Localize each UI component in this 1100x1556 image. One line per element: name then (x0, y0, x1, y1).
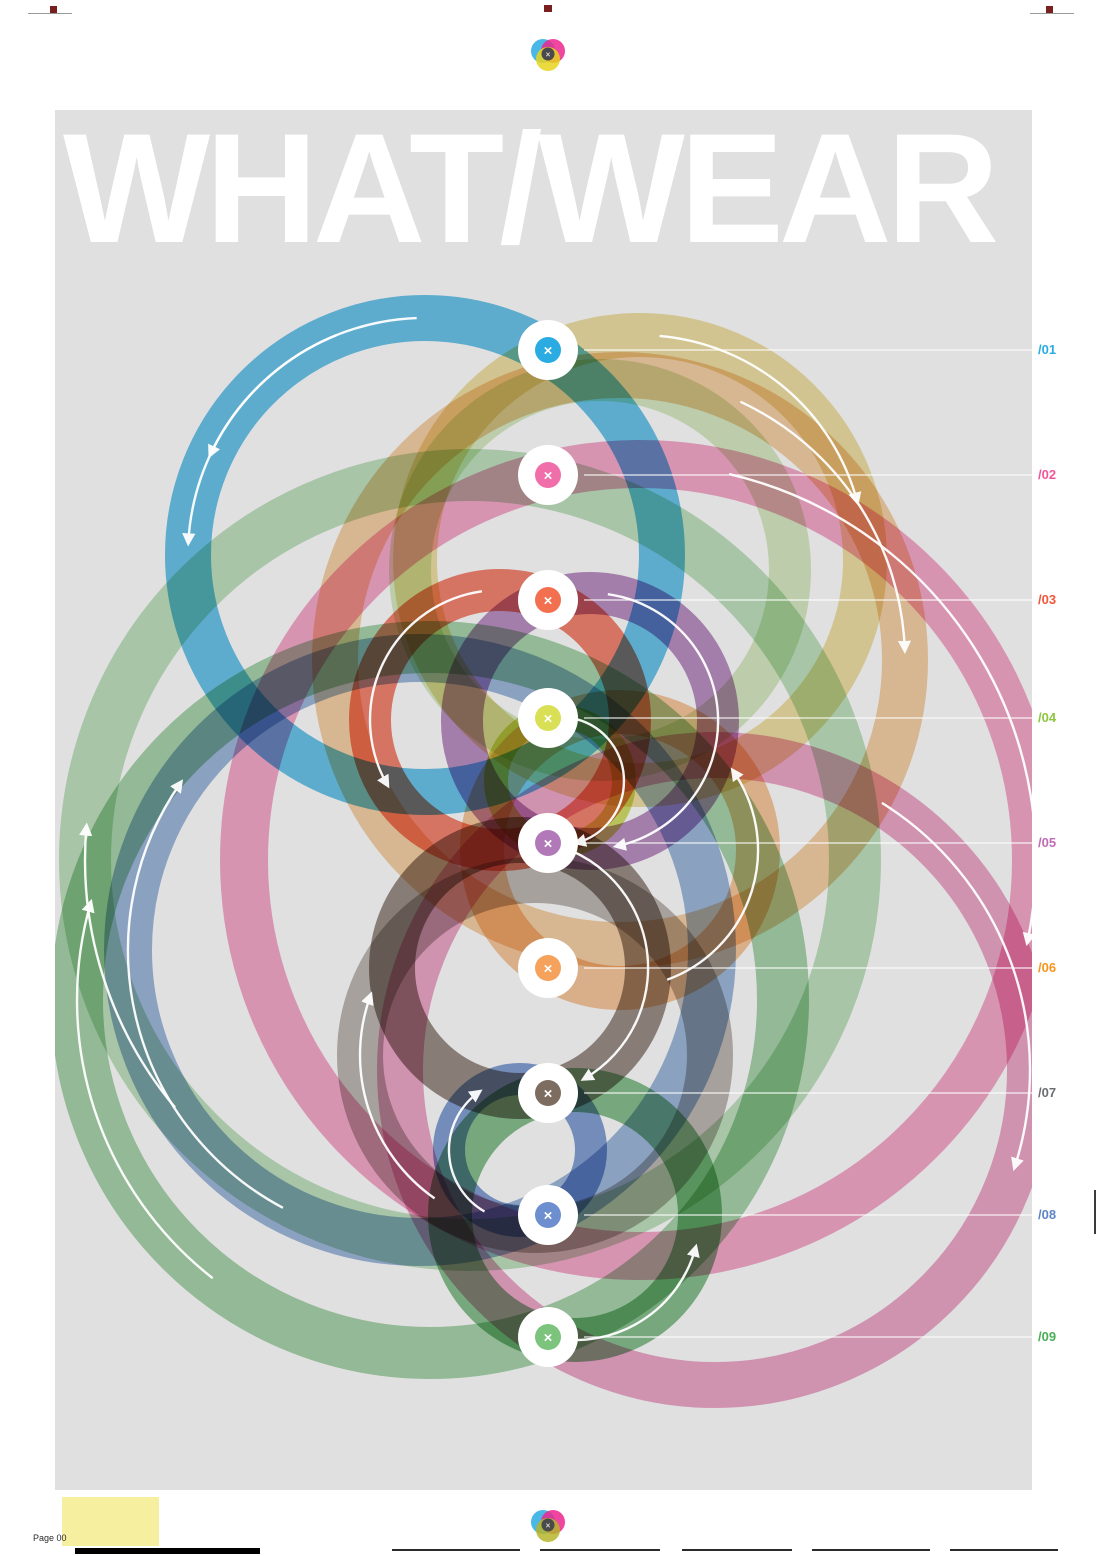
node-x-icon: × (544, 1208, 553, 1225)
ink-swatch-yellow (62, 1497, 159, 1546)
diagram-node-03: × (518, 570, 578, 630)
flow-arrow (79, 822, 177, 1109)
node-x-icon: × (544, 836, 553, 853)
node-x-icon: × (544, 961, 553, 978)
ink-chip-top-right (1046, 6, 1053, 13)
flow-arrow (728, 472, 1032, 947)
flow-arrow (182, 334, 337, 547)
node-x-icon: × (544, 711, 553, 728)
registration-glyph-bottom: × (545, 1521, 550, 1531)
node-x-icon: × (544, 468, 553, 485)
category-ring (312, 352, 928, 968)
index-label-03: /03 (1038, 592, 1057, 607)
diagram-node-07: × (518, 1063, 578, 1123)
flow-arrow (75, 898, 214, 1280)
diagram-node-01: × (518, 320, 578, 380)
footer-rule-3 (682, 1549, 792, 1551)
footer-rule-4 (812, 1549, 930, 1551)
page-number-label: Page 00 (33, 1533, 67, 1543)
index-label-06: /06 (1038, 960, 1057, 975)
crop-mark-top-right (1030, 13, 1074, 14)
flow-arrow (659, 334, 862, 506)
flow-arrow (881, 801, 1032, 1172)
category-ring (220, 440, 1032, 1280)
ink-chip-top-left (50, 6, 57, 13)
registration-mark-top: × (531, 39, 565, 71)
diagram-node-02: × (518, 445, 578, 505)
node-x-icon: × (544, 1330, 553, 1347)
footer-rule-5 (950, 1549, 1058, 1551)
footer-rule-1 (392, 1549, 520, 1551)
index-label-01: /01 (1038, 342, 1057, 357)
poster-canvas: WHAT/WEAR × × × × × × × × × (55, 110, 1032, 1490)
ink-chip-top-center (544, 5, 552, 12)
flow-arrow (447, 1089, 486, 1213)
poster-title: WHAT/WEAR (63, 110, 999, 276)
flow-arrow (607, 593, 720, 851)
index-label-02: /02 (1038, 467, 1057, 482)
trim-tick-right (1094, 1190, 1096, 1234)
registration-mark-bottom: × (531, 1510, 565, 1542)
diagram-node-06: × (518, 938, 578, 998)
node-x-icon: × (544, 343, 553, 360)
footer-rule-2 (540, 1549, 660, 1551)
index-label-08: /08 (1038, 1207, 1057, 1222)
flow-arrow (126, 779, 284, 1209)
node-x-icon: × (544, 593, 553, 610)
flow-arrow (572, 718, 626, 847)
index-label-07: /07 (1038, 1085, 1057, 1100)
flow-arrow (553, 1243, 700, 1342)
flow-arrow (368, 590, 483, 789)
flow-arrow (358, 991, 436, 1200)
category-ring (165, 295, 685, 815)
index-label-09: /09 (1038, 1329, 1057, 1344)
index-label-04: /04 (1038, 710, 1057, 725)
flow-arrow (739, 400, 912, 655)
flow-arrow (533, 839, 650, 1081)
node-x-icon: × (544, 1086, 553, 1103)
diagram-node-08: × (518, 1185, 578, 1245)
index-label-05: /05 (1038, 835, 1057, 850)
registration-glyph-top: × (545, 50, 550, 60)
flow-arrow (666, 767, 760, 981)
diagram-node-04: × (518, 688, 578, 748)
rings-diagram: × × × × × × × × × (55, 295, 1032, 1408)
footer-bar (75, 1548, 260, 1554)
crop-mark-top-left (28, 13, 72, 14)
diagram-node-09: × (518, 1307, 578, 1367)
diagram-node-05: × (518, 813, 578, 873)
